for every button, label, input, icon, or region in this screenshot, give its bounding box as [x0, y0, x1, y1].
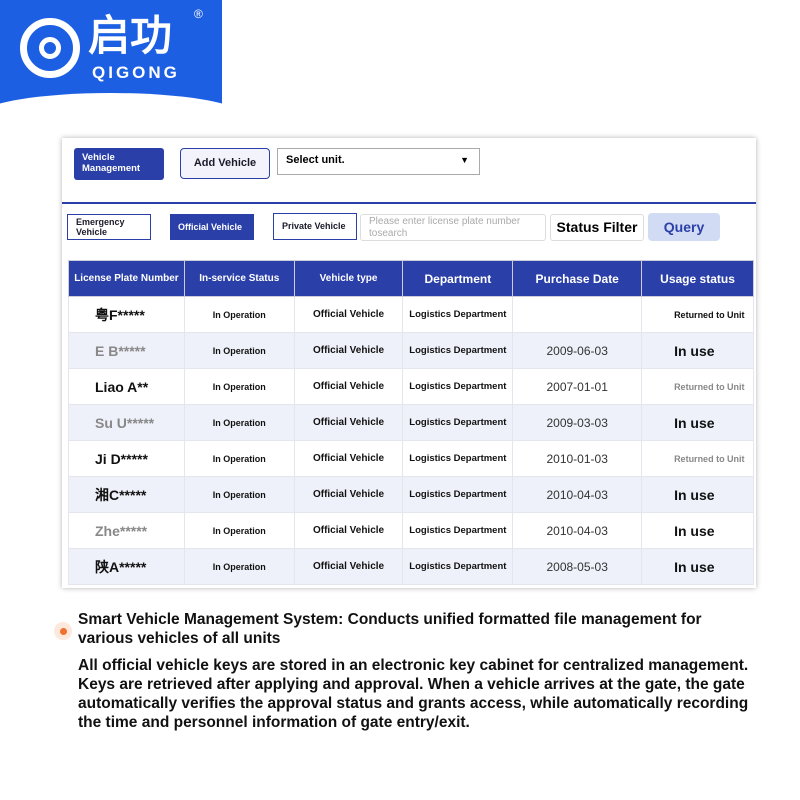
column-header[interactable]: Purchase Date — [512, 260, 643, 297]
vehicle-type-cell: Official Vehicle — [293, 512, 404, 549]
table-row[interactable]: E B***** In Operation Official Vehicle Logi… — [68, 332, 754, 369]
qigong-logo: 启功 QIGONG ® — [0, 0, 222, 108]
table-row[interactable]: 陕A***** In Operation Official Vehicle Logis… — [68, 548, 754, 585]
divider — [62, 202, 756, 204]
purchase-date-cell: 2009-06-03 — [512, 332, 643, 369]
official-vehicle-tab[interactable]: Official Vehicle — [170, 214, 254, 240]
in-service-status-cell: In Operation — [183, 404, 295, 441]
column-header[interactable]: Vehicle type — [293, 260, 404, 297]
in-service-status-cell: In Operation — [183, 476, 295, 513]
table-row[interactable]: Zhe***** In Operation Official Vehicle Logi… — [68, 512, 754, 549]
table-row[interactable]: 湘C***** In Operation Official Vehicle Logis… — [68, 476, 754, 513]
unit-select-value: Select unit. — [286, 154, 345, 166]
emergency-vehicle-tab[interactable]: Emergency Vehicle — [67, 214, 151, 240]
license-plate-cell: E B***** — [68, 332, 185, 369]
logo-english: QIGONG — [92, 63, 180, 82]
department-cell: Logistics Department — [402, 404, 514, 441]
in-service-status-cell: In Operation — [183, 296, 295, 333]
department-cell: Logistics Department — [402, 296, 514, 333]
purchase-date-cell: 2010-01-03 — [512, 440, 643, 477]
column-header[interactable]: Department — [402, 260, 514, 297]
usage-status-cell: In use — [641, 476, 754, 513]
column-header[interactable]: In-service Status — [183, 260, 295, 297]
table-row[interactable]: Ji D***** In Operation Official Vehicle Log… — [68, 440, 754, 477]
column-header[interactable]: License Plate Number — [68, 260, 185, 297]
in-service-status-cell: In Operation — [183, 548, 295, 585]
description: Smart Vehicle Management System: Conduct… — [78, 610, 758, 732]
status-filter-button[interactable]: Status Filter — [550, 214, 644, 241]
department-cell: Logistics Department — [402, 512, 514, 549]
department-cell: Logistics Department — [402, 332, 514, 369]
table-row[interactable]: Liao A** In Operation Official Vehicle Logi… — [68, 368, 754, 405]
department-cell: Logistics Department — [402, 548, 514, 585]
in-service-status-cell: In Operation — [183, 332, 295, 369]
purchase-date-cell: 2009-03-03 — [512, 404, 643, 441]
vehicle-type-cell: Official Vehicle — [293, 404, 404, 441]
usage-status-cell: Returned to Unit — [641, 368, 754, 405]
vehicle-type-cell: Official Vehicle — [293, 440, 404, 477]
unit-select[interactable]: Select unit. ▼ — [277, 148, 480, 175]
bullet-icon — [54, 622, 72, 640]
power-icon — [20, 18, 80, 78]
description-body: All official vehicle keys are stored in … — [78, 657, 749, 731]
vehicle-table: License Plate Number In-service Status Veh… — [68, 260, 754, 585]
private-vehicle-tab[interactable]: Private Vehicle — [273, 213, 357, 240]
vehicle-type-cell: Official Vehicle — [293, 368, 404, 405]
vehicle-type-cell: Official Vehicle — [293, 548, 404, 585]
vehicle-type-cell: Official Vehicle — [293, 476, 404, 513]
table-row[interactable]: Su U***** In Operation Official Vehicle Log… — [68, 404, 754, 441]
dropdown-arrow-icon: ▼ — [460, 155, 469, 165]
license-plate-cell: 陕A***** — [68, 548, 185, 585]
registered-mark: ® — [194, 7, 203, 21]
table-row[interactable]: 粤F***** In Operation Official Vehicle Logis… — [68, 296, 754, 333]
vehicle-type-cell: Official Vehicle — [293, 296, 404, 333]
purchase-date-cell: 2007-01-01 — [512, 368, 643, 405]
license-plate-cell: Liao A** — [68, 368, 185, 405]
license-plate-search-input[interactable]: Please enter license plate number tosear… — [360, 214, 546, 241]
column-header[interactable]: Usage status — [641, 260, 754, 297]
vehicle-type-cell: Official Vehicle — [293, 332, 404, 369]
in-service-status-cell: In Operation — [183, 440, 295, 477]
license-plate-cell: Ji D***** — [68, 440, 185, 477]
license-plate-cell: 粤F***** — [68, 296, 185, 333]
vehicle-management-button[interactable]: Vehicle Management — [74, 148, 164, 180]
purchase-date-cell: 2008-05-03 — [512, 548, 643, 585]
query-button[interactable]: Query — [648, 213, 720, 241]
in-service-status-cell: In Operation — [183, 512, 295, 549]
usage-status-cell: Returned to Unit — [641, 296, 754, 333]
usage-status-cell: In use — [641, 548, 754, 585]
purchase-date-cell: 2010-04-03 — [512, 476, 643, 513]
license-plate-cell: Su U***** — [68, 404, 185, 441]
description-title: Smart Vehicle Management System: Conduct… — [78, 611, 702, 647]
purchase-date-cell: 2010-04-03 — [512, 512, 643, 549]
vehicle-management-panel: Vehicle Management Add Vehicle Select un… — [62, 138, 756, 588]
in-service-status-cell: In Operation — [183, 368, 295, 405]
department-cell: Logistics Department — [402, 368, 514, 405]
license-plate-cell: 湘C***** — [68, 476, 185, 513]
add-vehicle-button[interactable]: Add Vehicle — [180, 148, 270, 179]
usage-status-cell: In use — [641, 332, 754, 369]
department-cell: Logistics Department — [402, 476, 514, 513]
logo-chinese: 启功 — [88, 11, 173, 60]
usage-status-cell: In use — [641, 404, 754, 441]
purchase-date-cell — [512, 296, 643, 333]
usage-status-cell: In use — [641, 512, 754, 549]
license-plate-cell: Zhe***** — [68, 512, 185, 549]
department-cell: Logistics Department — [402, 440, 514, 477]
usage-status-cell: Returned to Unit — [641, 440, 754, 477]
